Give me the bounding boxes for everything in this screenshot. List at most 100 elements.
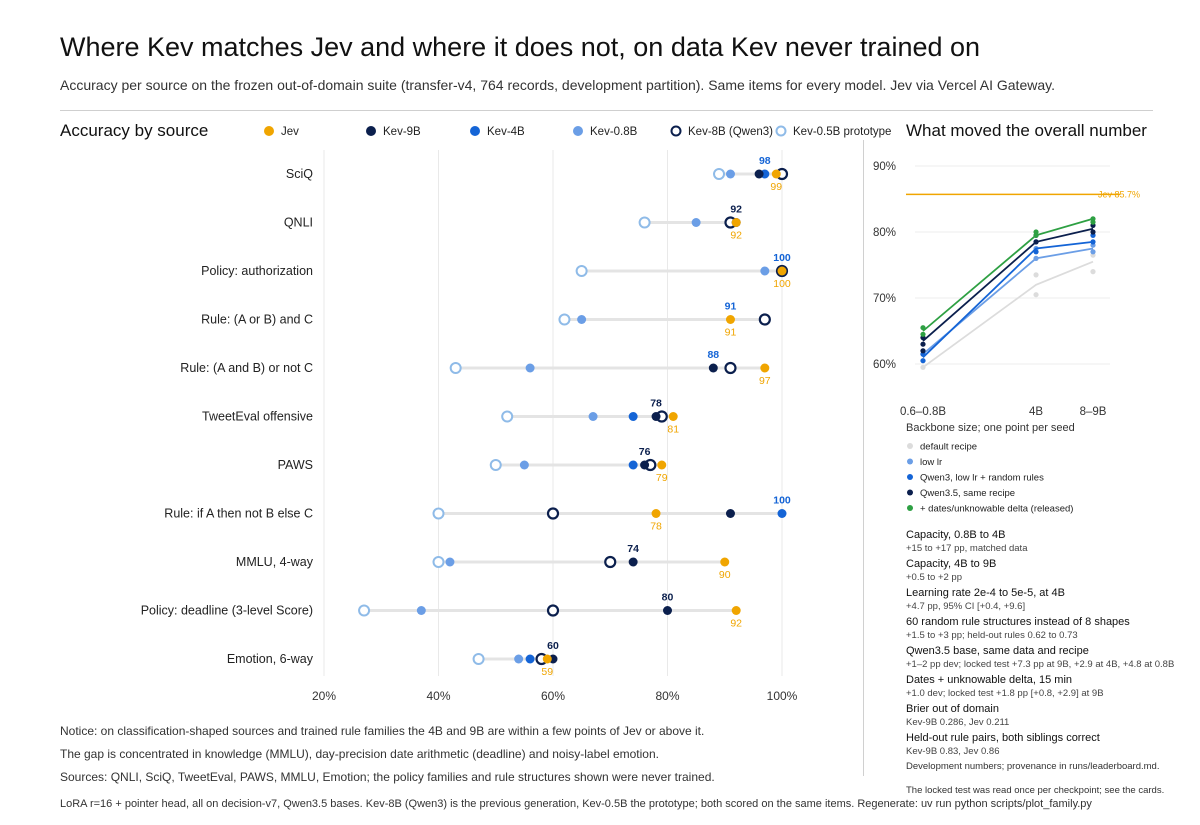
value-label-jev: 100 bbox=[773, 278, 791, 290]
legend-marker-kev4b bbox=[470, 126, 480, 136]
finding-detail: +4.7 pp, 95% CI [+0.4, +9.6] bbox=[906, 601, 1026, 612]
provenance-note: Development numbers; provenance in runs/… bbox=[906, 761, 1160, 772]
finding-heading: Dates + unknowable delta, 15 min bbox=[906, 674, 1073, 686]
right-x-axis-label: Backbone size; one point per seed bbox=[906, 422, 1075, 434]
jev-reference-label: Jev 85.7% bbox=[1098, 189, 1140, 199]
right-legend-label: Qwen3, low lr + random rules bbox=[920, 473, 1044, 484]
point-kev08b bbox=[519, 460, 529, 470]
page-title: Where Kev matches Jev and where it does … bbox=[60, 32, 981, 62]
legend-marker-jev bbox=[264, 126, 274, 136]
category-label: PAWS bbox=[278, 458, 313, 472]
finding-heading: 60 random rule structures instead of 8 s… bbox=[906, 616, 1130, 628]
value-label-top: 92 bbox=[730, 204, 742, 216]
seed-point-right_default bbox=[1090, 269, 1096, 275]
seed-point-right_default bbox=[1033, 292, 1039, 298]
y-tick-label: 90% bbox=[873, 161, 896, 173]
point-kev9b bbox=[754, 169, 764, 179]
point-kev8b-qwen3 bbox=[724, 361, 737, 375]
point-kev08b bbox=[445, 557, 455, 567]
point-jev bbox=[731, 218, 741, 227]
point-kev08b bbox=[760, 266, 770, 276]
right-legend-marker bbox=[907, 443, 913, 449]
seed-point-right_dates bbox=[920, 331, 926, 337]
finding-heading: Held-out rule pairs, both siblings corre… bbox=[906, 732, 1100, 744]
right-legend-marker bbox=[907, 474, 913, 480]
point-jev bbox=[771, 169, 781, 179]
right-legend-label: + dates/unknowable delta (released) bbox=[920, 504, 1073, 515]
point-kev05b bbox=[558, 313, 571, 326]
finding-item: Held-out rule pairs, both siblings corre… bbox=[906, 731, 1196, 758]
value-label-jev: 97 bbox=[759, 375, 771, 387]
finding-detail: +1.5 to +3 pp; held-out rules 0.62 to 0.… bbox=[906, 630, 1078, 641]
finding-heading: Learning rate 2e-4 to 5e-5, at 4B bbox=[906, 587, 1065, 599]
seed-point-right_qwen35 bbox=[920, 341, 926, 347]
footer-note: LoRA r=16 + pointer head, all on decisio… bbox=[60, 798, 1092, 810]
seed-point-right_qwen3 bbox=[1033, 249, 1039, 255]
point-kev08b bbox=[691, 218, 701, 227]
seed-point-right_lowlr bbox=[1033, 255, 1039, 261]
series-line-right_lowlr bbox=[922, 247, 1094, 355]
point-kev05b bbox=[449, 362, 462, 374]
value-label-top: 80 bbox=[662, 592, 674, 604]
value-label-top: 98 bbox=[759, 155, 771, 167]
right-legend-label: low lr bbox=[920, 457, 942, 468]
finding-item: Learning rate 2e-4 to 5e-5, at 4B +4.7 pp… bbox=[906, 586, 1196, 613]
point-kev8b-qwen3 bbox=[546, 604, 560, 617]
point-kev4b bbox=[777, 509, 787, 518]
x-tick-label: 40% bbox=[426, 689, 450, 703]
point-kev08b bbox=[725, 169, 735, 179]
header-divider bbox=[60, 110, 1153, 111]
finding-heading: Brier out of domain bbox=[906, 703, 999, 715]
series-line-right_default bbox=[922, 260, 1094, 369]
legend-label-kev9b: Kev-9B bbox=[383, 126, 421, 138]
point-jev bbox=[651, 509, 661, 518]
seed-point-right_qwen35 bbox=[1033, 239, 1039, 245]
point-kev08b bbox=[514, 654, 524, 664]
x-tick-label: 100% bbox=[767, 689, 798, 703]
finding-item: 60 random rule structures instead of 8 s… bbox=[906, 615, 1196, 642]
legend-label-kev4b: Kev-4B bbox=[487, 126, 525, 138]
category-label: Policy: deadline (3-level Score) bbox=[141, 604, 313, 618]
legend-marker-kev8b_qwen3 bbox=[670, 125, 682, 137]
right-legend-marker bbox=[907, 505, 913, 511]
category-label: MMLU, 4-way bbox=[236, 555, 314, 569]
point-kev08b bbox=[416, 606, 426, 615]
series-line-right_qwen3 bbox=[922, 241, 1094, 359]
seed-point-right_qwen3 bbox=[920, 358, 926, 364]
point-kev05b bbox=[489, 459, 502, 471]
point-jev bbox=[760, 363, 770, 373]
value-label-jev: 59 bbox=[541, 666, 553, 678]
value-label-jev: 92 bbox=[730, 230, 742, 242]
point-kev05b bbox=[358, 604, 371, 617]
point-kev4b bbox=[628, 460, 638, 470]
value-label-top: 78 bbox=[650, 398, 662, 410]
seed-point-right_default bbox=[1033, 272, 1039, 278]
point-kev4b bbox=[525, 654, 535, 664]
seed-point-right_qwen35 bbox=[1090, 229, 1096, 235]
point-kev9b bbox=[725, 509, 735, 518]
value-label-jev: 78 bbox=[650, 521, 662, 533]
finding-detail: Kev-9B 0.286, Jev 0.211 bbox=[906, 717, 1010, 728]
point-kev9b bbox=[663, 606, 672, 615]
note-line: The gap is concentrated in knowledge (MM… bbox=[60, 747, 659, 761]
point-kev9b bbox=[651, 412, 661, 421]
point-kev9b bbox=[708, 363, 718, 373]
point-kev05b bbox=[432, 556, 445, 568]
y-tick-label: 80% bbox=[873, 227, 896, 239]
legend-marker-kev05b bbox=[775, 125, 787, 137]
finding-detail: Kev-9B 0.83, Jev 0.86 bbox=[906, 746, 1000, 757]
seed-point-right_dates bbox=[1033, 229, 1039, 235]
point-kev05b bbox=[501, 410, 514, 423]
point-kev08b bbox=[577, 315, 587, 324]
value-label-top: 100 bbox=[773, 252, 791, 264]
value-label-jev: 92 bbox=[730, 618, 742, 630]
category-label: Rule: (A and B) or not C bbox=[180, 361, 313, 375]
point-kev05b bbox=[713, 168, 726, 180]
value-label-jev: 91 bbox=[725, 327, 737, 339]
page-subtitle: Accuracy per source on the frozen out-of… bbox=[60, 77, 1055, 93]
point-kev05b bbox=[432, 507, 445, 520]
point-kev05b bbox=[575, 265, 588, 277]
category-label: SciQ bbox=[286, 167, 313, 181]
right-legend-marker bbox=[907, 489, 913, 496]
